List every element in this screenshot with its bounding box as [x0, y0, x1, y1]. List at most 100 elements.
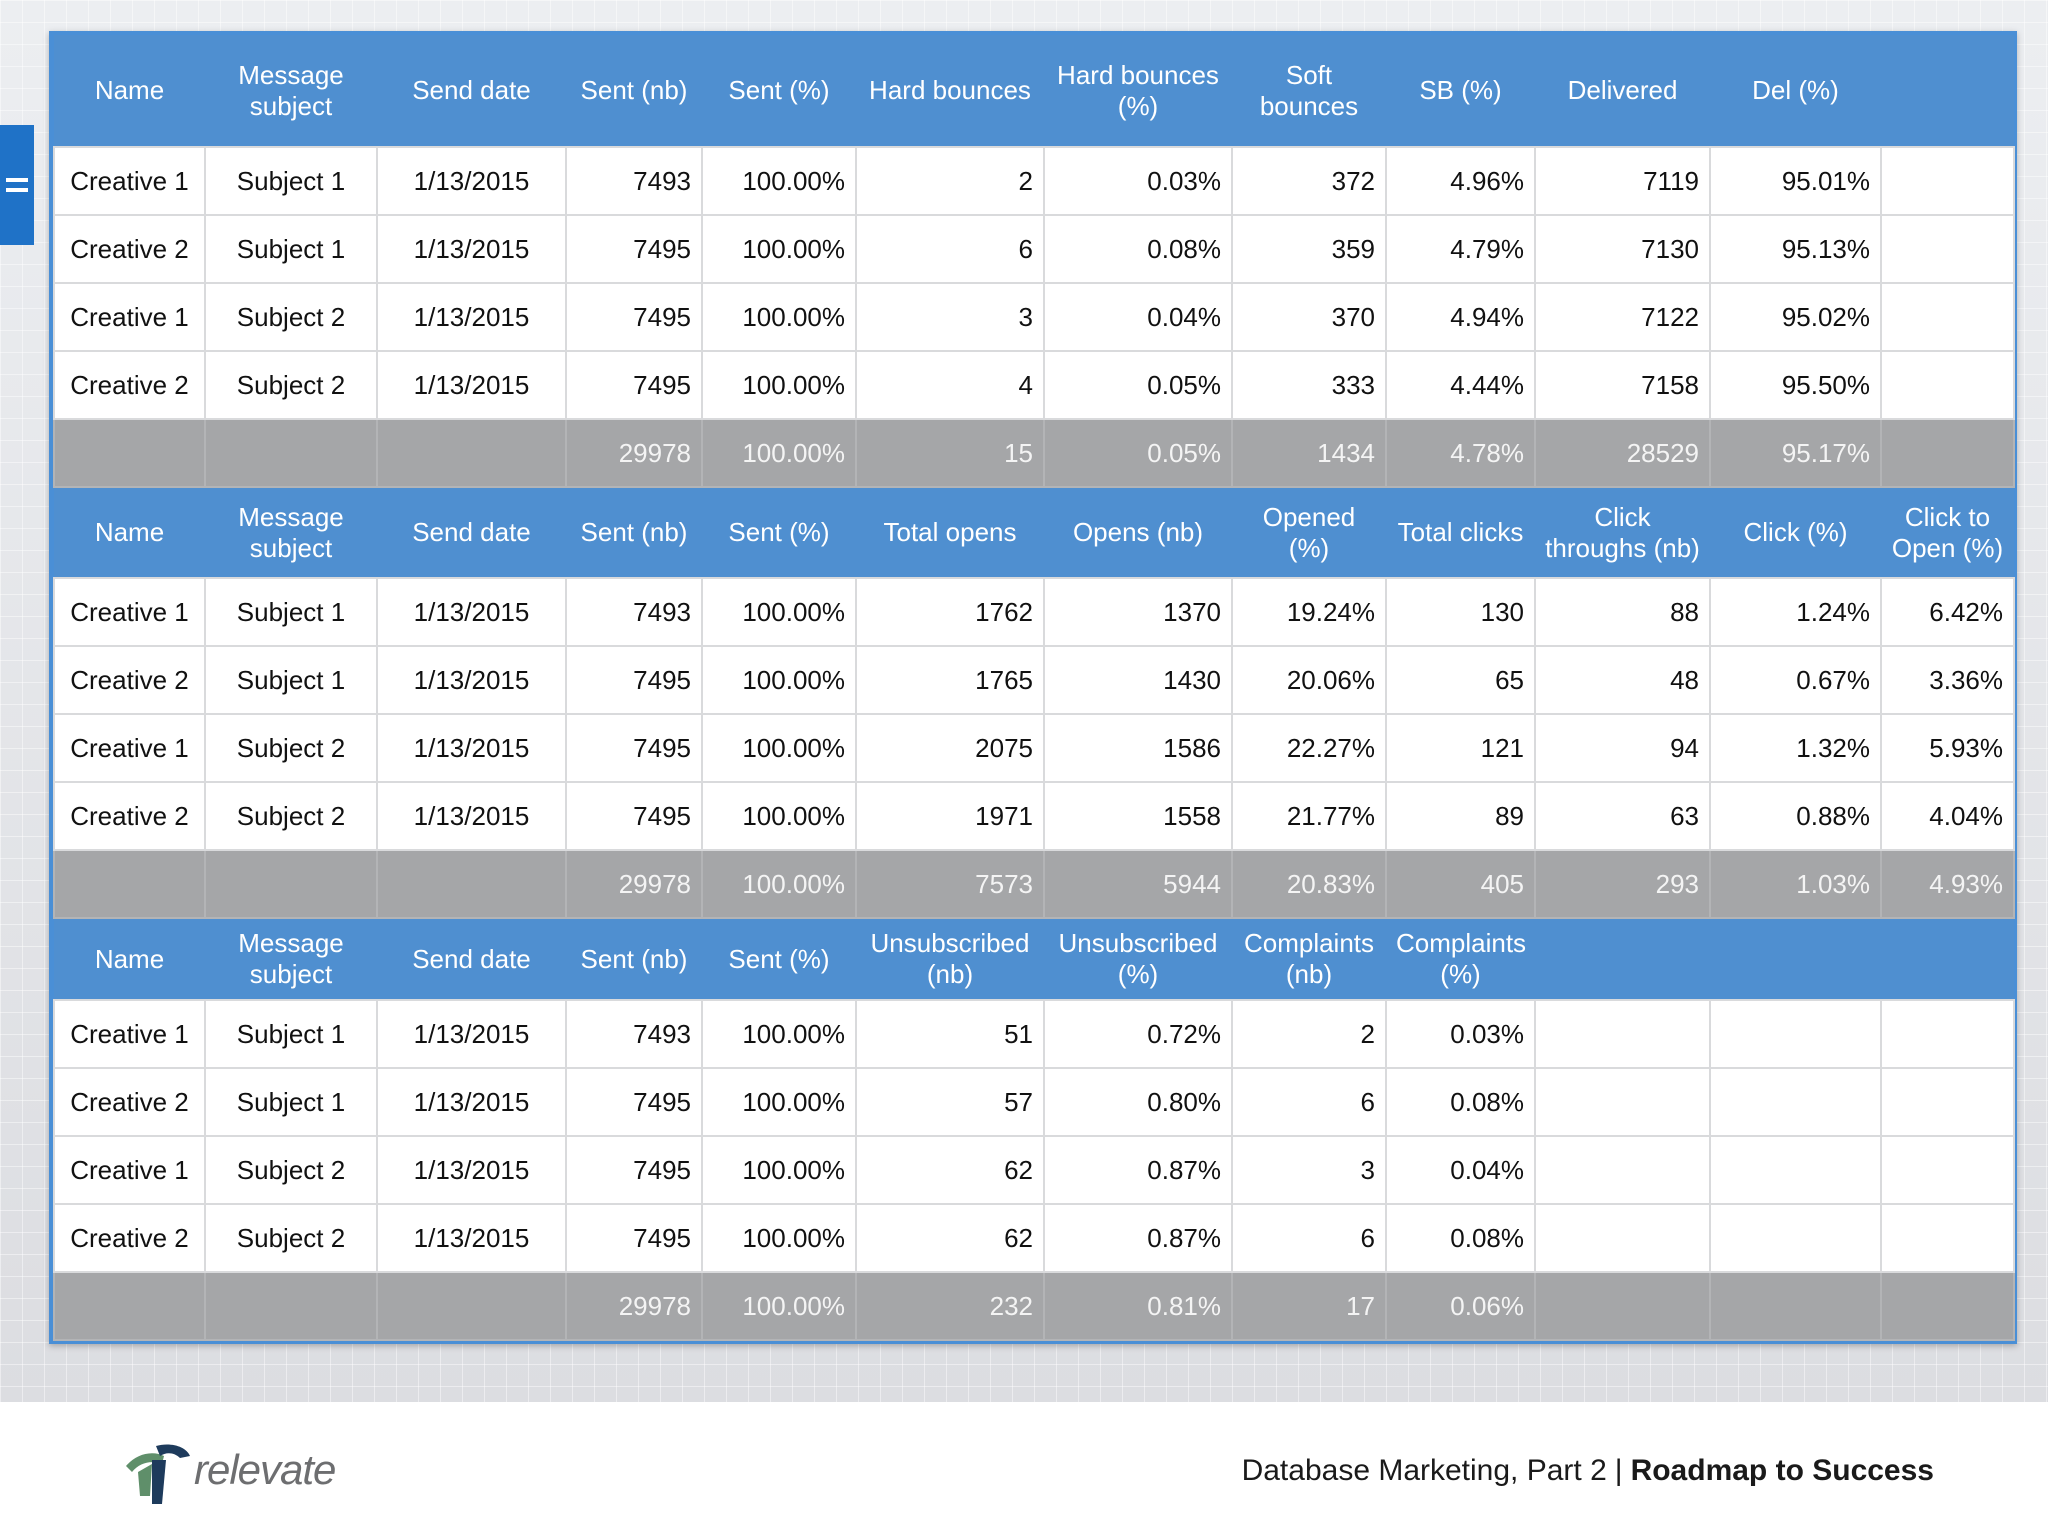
total-cell: 17 [1231, 1271, 1387, 1341]
table-cell: 51 [855, 999, 1045, 1069]
table-cell: 100.00% [701, 146, 857, 216]
table-cell: 6.42% [1880, 577, 2015, 647]
table-cell: 3.36% [1880, 645, 2015, 715]
table-cell [1534, 1067, 1711, 1137]
column-header: Delivered [1535, 35, 1710, 147]
column-header [1710, 918, 1881, 1000]
column-header: Message subject [205, 918, 377, 1000]
table-cell: 2 [855, 146, 1045, 216]
table-cell: 1/13/2015 [376, 1135, 567, 1205]
table-cell: 333 [1231, 350, 1387, 420]
caption-separator: | [1614, 1454, 1623, 1487]
side-menu-tab[interactable] [0, 125, 34, 245]
table-cell [1880, 146, 2015, 216]
table-cell: 100.00% [701, 577, 857, 647]
table-cell: Creative 1 [53, 577, 206, 647]
table-cell: Creative 1 [53, 999, 206, 1069]
table-cell: 6 [1231, 1067, 1387, 1137]
table-cell: 100.00% [701, 645, 857, 715]
table-cell: 7495 [565, 713, 703, 783]
table-cell: 6 [855, 214, 1045, 284]
table-row: Creative 2 Subject 2 1/13/2015 7495 100.00% 4… [53, 350, 2015, 420]
table-cell: 7119 [1534, 146, 1711, 216]
total-cell: 4.93% [1880, 849, 2015, 919]
table-cell: 1/13/2015 [376, 146, 567, 216]
table-cell: 0.87% [1043, 1203, 1233, 1273]
column-header: Send date [377, 918, 566, 1000]
logo-wordmark: relevate [194, 1446, 336, 1493]
table-cell: 2 [1231, 999, 1387, 1069]
table-cell: 0.08% [1043, 214, 1233, 284]
column-header: Del (%) [1710, 35, 1881, 147]
table-cell: 65 [1385, 645, 1536, 715]
table-cell [1534, 1203, 1711, 1273]
table-row: Creative 1 Subject 1 1/13/2015 7493 100.00% 2… [53, 146, 2015, 216]
total-cell [204, 849, 378, 919]
table-cell: 1/13/2015 [376, 350, 567, 420]
table-cell: 121 [1385, 713, 1536, 783]
column-header: Sent (%) [702, 918, 856, 1000]
table-cell: 7495 [565, 645, 703, 715]
table-cell: 1765 [855, 645, 1045, 715]
total-cell: 1434 [1231, 418, 1387, 488]
column-header: Sent (nb) [566, 487, 702, 578]
total-cell [376, 849, 567, 919]
table-cell: 100.00% [701, 282, 857, 352]
table-cell: 62 [855, 1203, 1045, 1273]
column-header [1535, 918, 1710, 1000]
column-header: Name [54, 918, 205, 1000]
table-cell: 20.06% [1231, 645, 1387, 715]
caption-main: Database Marketing, Part 2 [1241, 1454, 1607, 1487]
table-cell: 7493 [565, 577, 703, 647]
table-cell: Subject 1 [204, 1067, 378, 1137]
table-cell: 7495 [565, 1067, 703, 1137]
column-header: Complaints (%) [1386, 918, 1535, 1000]
table-cell: 0.67% [1709, 645, 1882, 715]
table-cell: 95.50% [1709, 350, 1882, 420]
total-cell [1709, 1271, 1882, 1341]
column-header: SB (%) [1386, 35, 1535, 147]
table-cell: 0.88% [1709, 781, 1882, 851]
table-cell: Creative 2 [53, 214, 206, 284]
total-cell [1880, 1271, 2015, 1341]
table-row: Creative 1 Subject 2 1/13/2015 7495 100.00% 3… [53, 282, 2015, 352]
table-cell: 370 [1231, 282, 1387, 352]
table-cell: 100.00% [701, 1067, 857, 1137]
table-cell: 7495 [565, 214, 703, 284]
table-cell: Subject 1 [204, 146, 378, 216]
table-cell: 48 [1534, 645, 1711, 715]
table-cell: Subject 2 [204, 781, 378, 851]
table2-total-row: 29978 100.00% 7573 5944 20.83% 405 293 1.03% 4.9… [53, 849, 2015, 919]
table-cell [1709, 1135, 1882, 1205]
table-cell: 100.00% [701, 1203, 857, 1273]
table-cell: Subject 1 [204, 214, 378, 284]
table-cell: 7495 [565, 350, 703, 420]
total-cell: 28529 [1534, 418, 1711, 488]
table-cell: 1586 [1043, 713, 1233, 783]
caption-bold: Roadmap to Success [1630, 1454, 1934, 1487]
table-cell [1709, 1067, 1882, 1137]
column-header: Opened (%) [1232, 487, 1386, 578]
table-cell: 372 [1231, 146, 1387, 216]
relevate-logo: relevate [122, 1436, 362, 1506]
total-cell [204, 1271, 378, 1341]
total-cell [204, 418, 378, 488]
table-cell: 130 [1385, 577, 1536, 647]
table-cell: 359 [1231, 214, 1387, 284]
table-cell: 100.00% [701, 1135, 857, 1205]
table-cell: 7495 [565, 282, 703, 352]
table-cell: Subject 1 [204, 645, 378, 715]
column-header: Name [54, 487, 205, 578]
table-cell: 3 [1231, 1135, 1387, 1205]
table-cell: 7493 [565, 146, 703, 216]
total-cell: 0.06% [1385, 1271, 1536, 1341]
table-row: Creative 2 Subject 2 1/13/2015 7495 100.00% 6… [53, 1203, 2015, 1273]
table-row: Creative 2 Subject 1 1/13/2015 7495 100.00% 5… [53, 1067, 2015, 1137]
column-header: Total opens [856, 487, 1044, 578]
column-header: Soft bounces [1232, 35, 1386, 147]
table-cell: Creative 1 [53, 1135, 206, 1205]
column-header: Sent (nb) [566, 35, 702, 147]
column-header: Message subject [205, 487, 377, 578]
table-cell: 0.04% [1385, 1135, 1536, 1205]
table-cell: Creative 2 [53, 350, 206, 420]
